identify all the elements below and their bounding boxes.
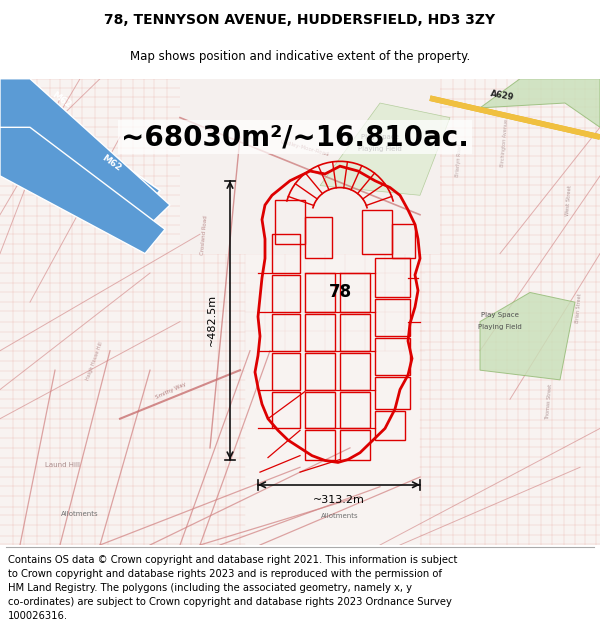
Text: Contains OS data © Crown copyright and database right 2021. This information is : Contains OS data © Crown copyright and d…: [8, 554, 457, 564]
Text: Haigh House Hill: Haigh House Hill: [85, 341, 104, 381]
Text: M62: M62: [50, 90, 73, 110]
Text: West Street: West Street: [565, 184, 572, 216]
Bar: [375, 299, 410, 336]
Text: co-ordinates) are subject to Crown copyright and database rights 2023 Ordnance S: co-ordinates) are subject to Crown copyr…: [8, 597, 452, 607]
Polygon shape: [480, 292, 575, 380]
Bar: [340, 431, 370, 459]
Bar: [305, 352, 335, 389]
Bar: [180, 79, 440, 254]
Polygon shape: [0, 79, 160, 215]
Bar: [305, 431, 335, 459]
Bar: [375, 259, 410, 298]
Text: Thomas Street: Thomas Street: [545, 383, 553, 420]
Bar: [272, 352, 300, 389]
Polygon shape: [320, 103, 450, 195]
Bar: [375, 411, 405, 440]
Bar: [375, 338, 410, 375]
Text: Play Space: Play Space: [481, 312, 519, 318]
Text: Crosland Road: Crosland Road: [200, 214, 208, 254]
Text: 100026316.: 100026316.: [8, 611, 68, 621]
Text: Laund Hill: Laund Hill: [45, 462, 80, 468]
Text: Playing Field: Playing Field: [478, 324, 522, 331]
Text: Allotments: Allotments: [61, 511, 99, 517]
Bar: [340, 352, 370, 389]
Text: Smithy Way: Smithy Way: [155, 382, 187, 400]
Bar: [272, 234, 300, 273]
Polygon shape: [480, 79, 600, 128]
Bar: [305, 391, 335, 429]
Bar: [275, 200, 305, 244]
Text: M62: M62: [100, 153, 123, 173]
Text: 78, TENNYSON AVENUE, HUDDERSFIELD, HD3 3ZY: 78, TENNYSON AVENUE, HUDDERSFIELD, HD3 3…: [104, 12, 496, 27]
Bar: [272, 391, 300, 429]
Bar: [305, 314, 335, 351]
Bar: [305, 217, 332, 259]
Text: ~68030m²/~16.810ac.: ~68030m²/~16.810ac.: [121, 123, 469, 151]
Text: Brian Street: Brian Street: [575, 292, 583, 322]
Text: ~313.2m: ~313.2m: [313, 496, 365, 506]
Text: Briarlyn Road: Briarlyn Road: [455, 144, 463, 177]
Text: 78: 78: [328, 284, 352, 301]
Text: Playing Field: Playing Field: [358, 146, 402, 152]
Text: HM Land Registry. The polygons (including the associated geometry, namely x, y: HM Land Registry. The polygons (includin…: [8, 582, 412, 592]
Bar: [375, 377, 410, 409]
Bar: [392, 224, 415, 259]
Bar: [272, 275, 300, 312]
Bar: [305, 273, 335, 312]
Text: A629: A629: [490, 89, 515, 102]
Text: Birchington Avenue: Birchington Avenue: [500, 119, 509, 167]
Polygon shape: [0, 79, 170, 224]
Text: Map shows position and indicative extent of the property.: Map shows position and indicative extent…: [130, 50, 470, 63]
Bar: [272, 314, 300, 351]
Text: Lindley-Moor-Road: Lindley-Moor-Road: [280, 139, 330, 158]
Bar: [362, 210, 392, 254]
Text: Allotments: Allotments: [321, 512, 359, 519]
Text: Play Space: Play Space: [361, 134, 399, 140]
Bar: [340, 314, 370, 351]
Bar: [340, 391, 370, 429]
Text: to Crown copyright and database rights 2023 and is reproduced with the permissio: to Crown copyright and database rights 2…: [8, 569, 442, 579]
Polygon shape: [0, 127, 165, 254]
Text: ~482.5m: ~482.5m: [207, 294, 217, 346]
Bar: [340, 273, 370, 312]
